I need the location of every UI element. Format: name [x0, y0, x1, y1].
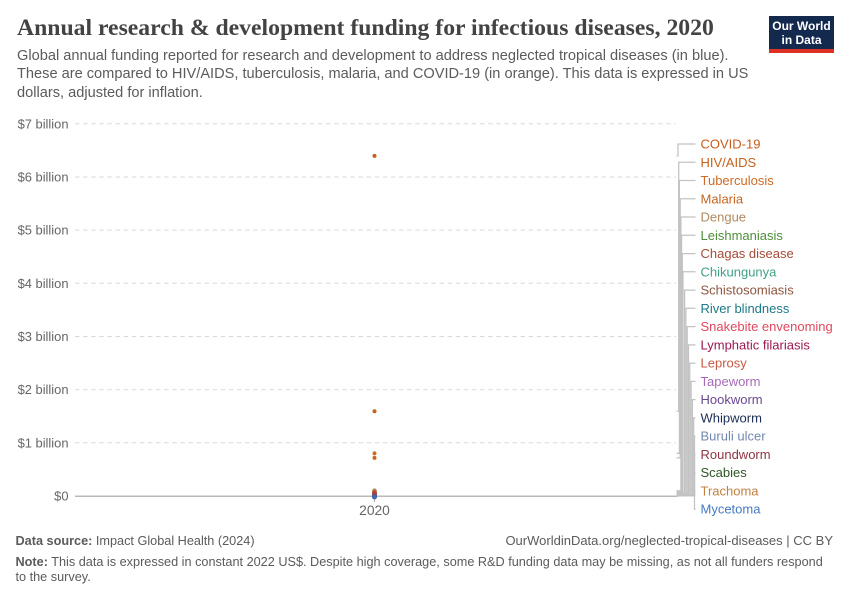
- svg-text:$4 billion: $4 billion: [18, 276, 69, 291]
- svg-text:$7 billion: $7 billion: [18, 116, 69, 131]
- svg-text:Dengue: Dengue: [701, 210, 747, 225]
- svg-text:River blindness: River blindness: [701, 301, 790, 316]
- svg-text:Snakebite envenoming: Snakebite envenoming: [701, 319, 833, 334]
- svg-text:Leprosy: Leprosy: [701, 356, 748, 371]
- svg-text:$6 billion: $6 billion: [18, 170, 69, 185]
- svg-text:HIV/AIDS: HIV/AIDS: [701, 155, 757, 170]
- svg-text:Scabies: Scabies: [701, 465, 748, 480]
- svg-text:Malaria: Malaria: [701, 191, 744, 206]
- svg-text:Chikungunya: Chikungunya: [701, 264, 778, 279]
- svg-text:Hookworm: Hookworm: [701, 392, 763, 407]
- svg-text:COVID-19: COVID-19: [701, 137, 761, 152]
- svg-text:Tuberculosis: Tuberculosis: [701, 173, 775, 188]
- svg-text:Tapeworm: Tapeworm: [701, 374, 761, 389]
- svg-text:$1 billion: $1 billion: [18, 435, 69, 450]
- svg-text:Roundworm: Roundworm: [701, 447, 771, 462]
- svg-text:Mycetoma: Mycetoma: [701, 502, 762, 517]
- svg-text:$2 billion: $2 billion: [18, 382, 69, 397]
- svg-text:2020: 2020: [359, 503, 390, 518]
- svg-text:Schistosomiasis: Schistosomiasis: [701, 283, 795, 298]
- svg-text:$5 billion: $5 billion: [18, 223, 69, 238]
- svg-text:$0: $0: [54, 489, 68, 504]
- svg-text:Buruli ulcer: Buruli ulcer: [701, 429, 767, 444]
- svg-text:Whipworm: Whipworm: [701, 410, 762, 425]
- svg-text:Lymphatic filariasis: Lymphatic filariasis: [701, 337, 811, 352]
- svg-text:$3 billion: $3 billion: [18, 329, 69, 344]
- svg-text:Leishmaniasis: Leishmaniasis: [701, 228, 784, 243]
- svg-text:Chagas disease: Chagas disease: [701, 246, 794, 261]
- svg-text:Trachoma: Trachoma: [701, 483, 760, 498]
